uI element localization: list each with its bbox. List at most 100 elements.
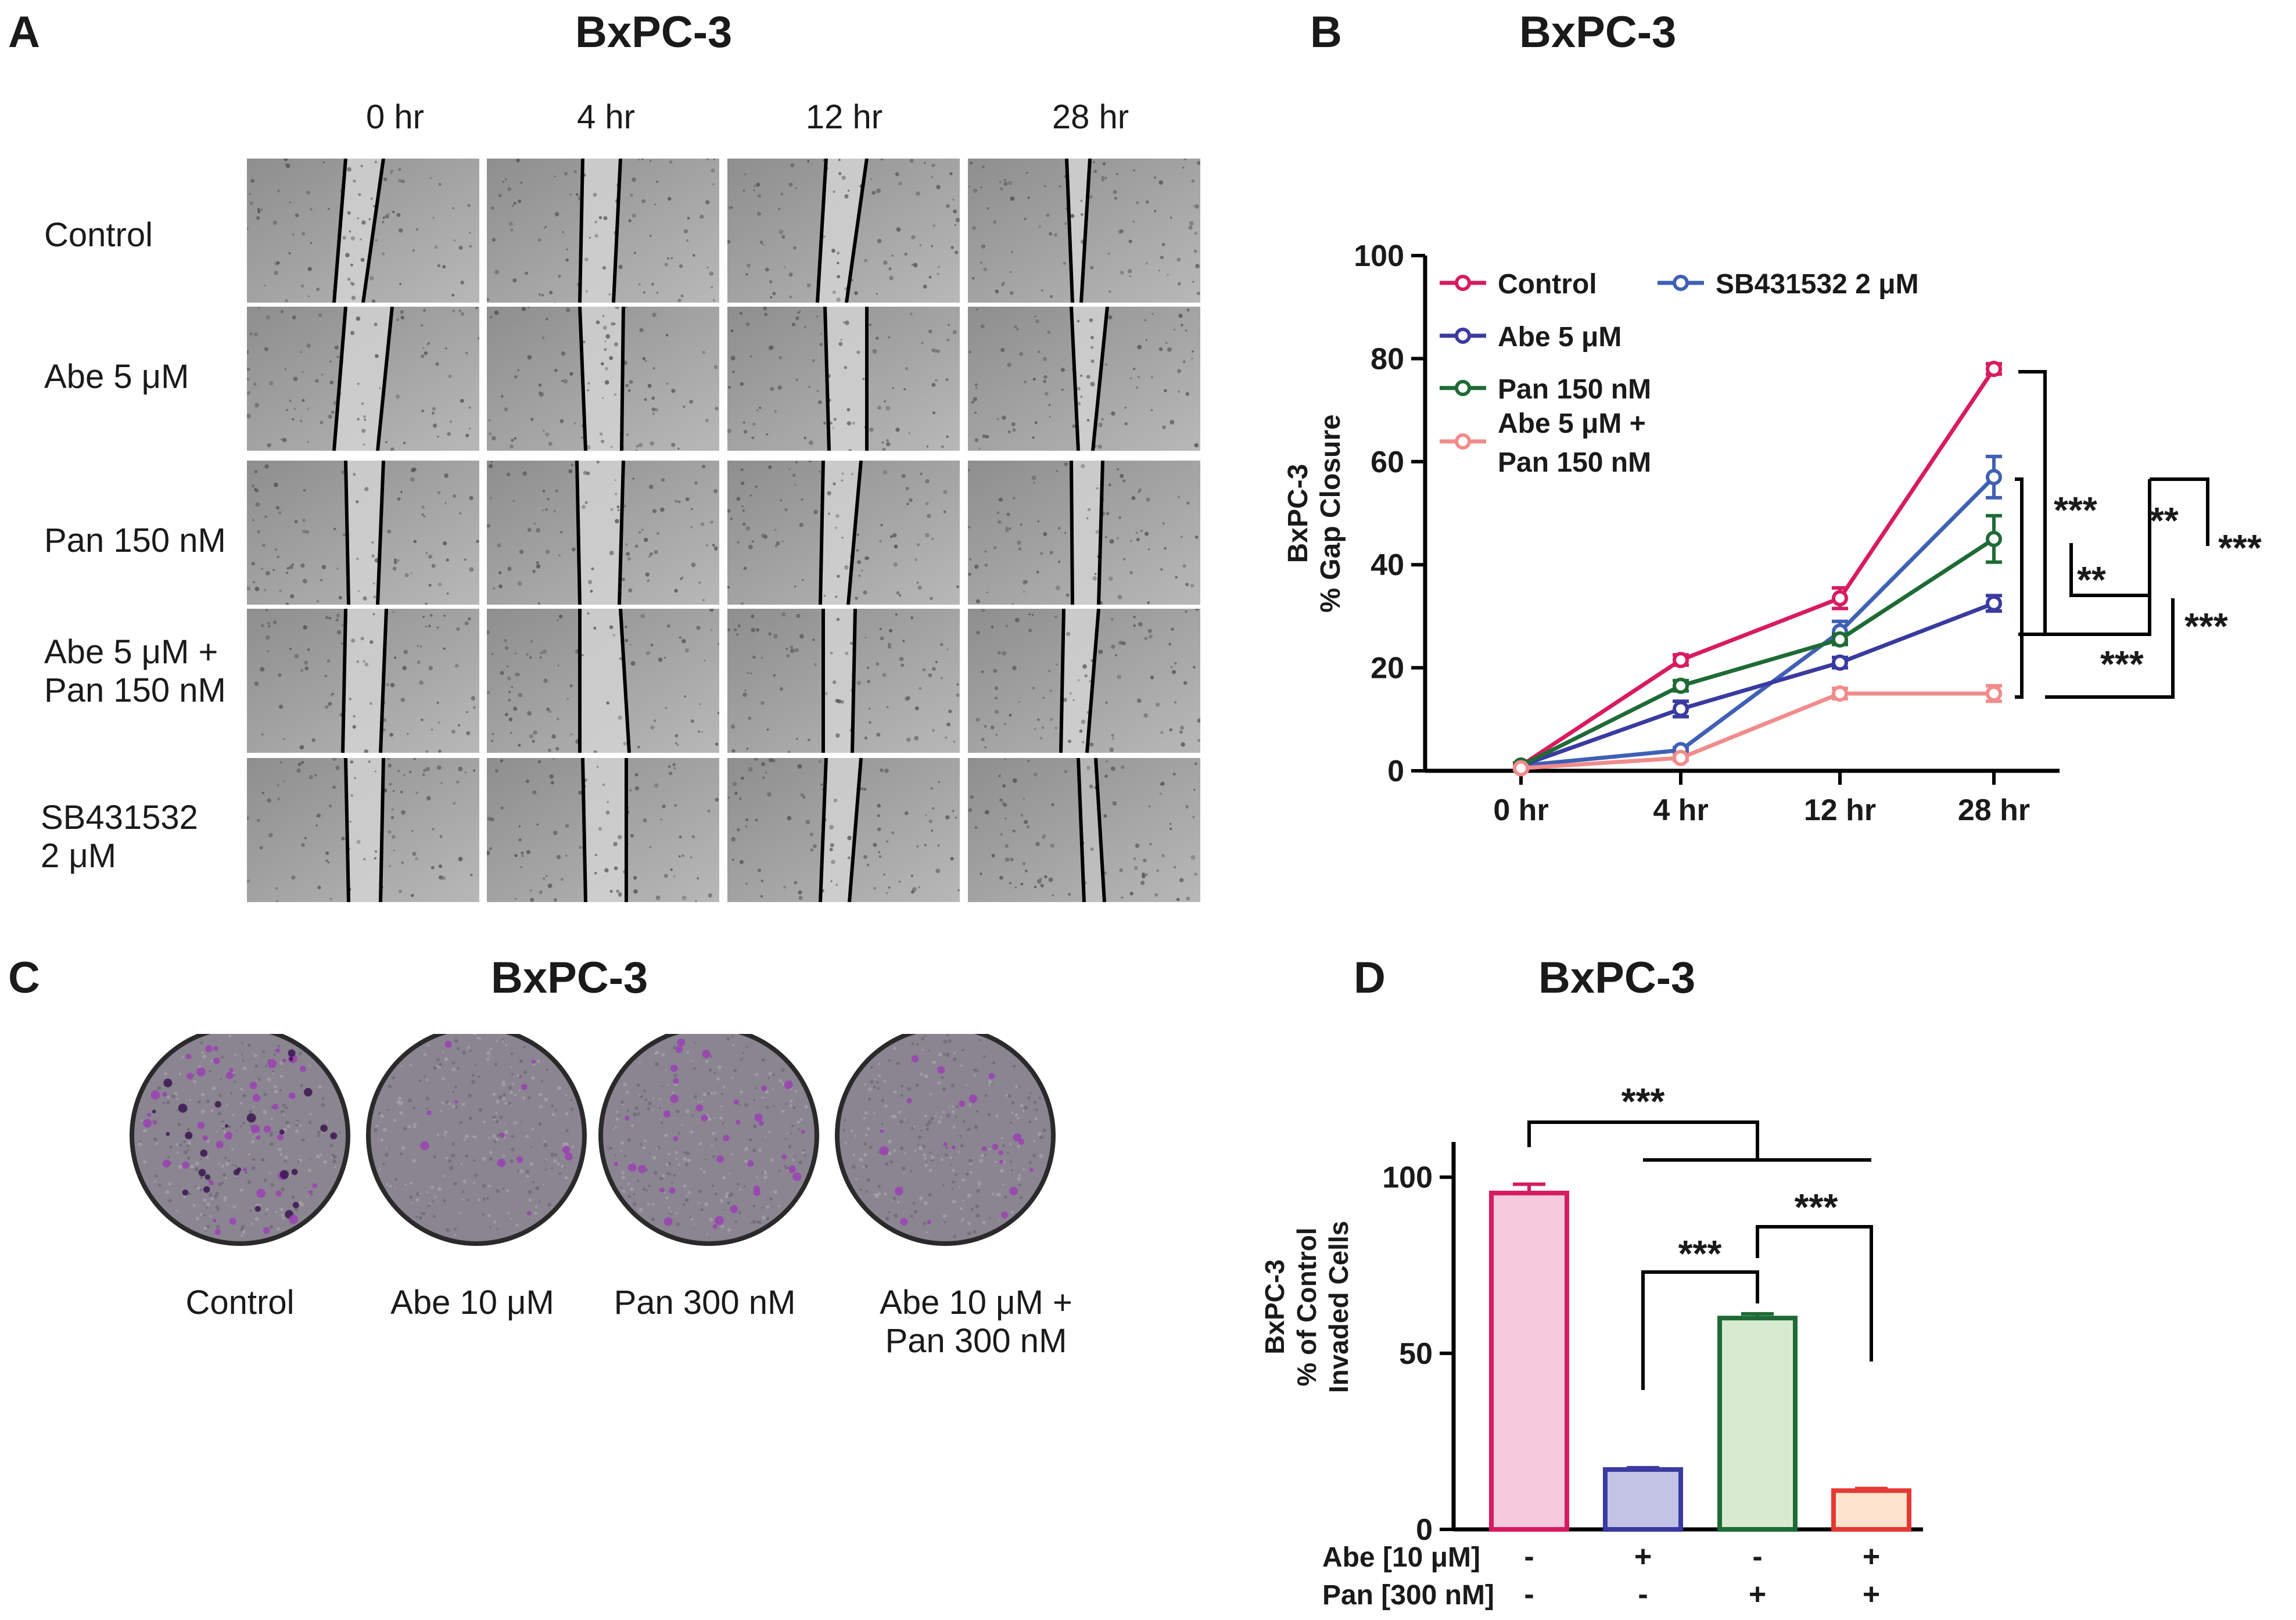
invaded-cell bbox=[663, 1110, 671, 1118]
abe-sign: - bbox=[1752, 1540, 1762, 1574]
abe-sign: - bbox=[1524, 1540, 1534, 1574]
scratch-edge-left bbox=[819, 758, 828, 902]
timepoint-12hr: 12 hr bbox=[805, 98, 883, 136]
significance-marker: *** bbox=[2054, 489, 2097, 531]
data-point bbox=[1986, 595, 2002, 612]
invaded-cell bbox=[733, 1099, 739, 1105]
invaded-cell bbox=[879, 1146, 889, 1156]
invaded-cell bbox=[214, 1101, 221, 1108]
invaded-cell bbox=[279, 1129, 285, 1135]
y-tick-label: 0 bbox=[1387, 755, 1404, 788]
abe-sign: + bbox=[1634, 1540, 1652, 1574]
scratch-edge-left bbox=[823, 307, 831, 451]
data-point bbox=[1673, 701, 1689, 717]
scratch-image-r3-c3 bbox=[727, 461, 960, 605]
scratch-edge-left bbox=[578, 159, 584, 303]
invaded-cell bbox=[715, 1216, 724, 1226]
invaded-cell bbox=[162, 1159, 171, 1168]
invaded-cell bbox=[454, 1100, 458, 1104]
scratch-image-r4-c2 bbox=[487, 609, 719, 753]
invaded-cell bbox=[927, 1220, 931, 1224]
invaded-cell bbox=[254, 1206, 261, 1212]
invaded-cell bbox=[225, 1124, 229, 1128]
invaded-cell bbox=[988, 1073, 995, 1079]
invaded-cell bbox=[702, 1050, 711, 1058]
invaded-cell bbox=[214, 1229, 221, 1235]
scratch-edge-right bbox=[848, 758, 863, 902]
abe-sign: + bbox=[1863, 1540, 1880, 1574]
scratch-edge-left bbox=[816, 159, 828, 303]
invaded-cell bbox=[675, 1046, 683, 1053]
scratch-edge-left bbox=[575, 461, 582, 605]
well-membrane bbox=[840, 1034, 1051, 1241]
y-tick-label: 20 bbox=[1371, 652, 1404, 685]
invaded-cell bbox=[521, 1083, 528, 1090]
x-tick-label: 12 hr bbox=[1804, 793, 1876, 827]
invaded-cell bbox=[761, 1085, 767, 1091]
invaded-cell bbox=[911, 1055, 919, 1063]
y-axis-label-line: BxPC-3 bbox=[1260, 1259, 1290, 1355]
scratch-edge-left bbox=[1070, 461, 1074, 605]
series-line bbox=[1520, 601, 1995, 768]
invaded-cell bbox=[673, 1077, 679, 1084]
significance-marker: *** bbox=[2100, 643, 2144, 685]
invaded-cell bbox=[759, 1120, 764, 1126]
scratch-edge-right bbox=[618, 461, 625, 605]
scratch-edge-right bbox=[376, 461, 385, 605]
scratch-edge-right bbox=[1079, 159, 1092, 303]
y-tick-label: 80 bbox=[1371, 342, 1404, 376]
invaded-cell bbox=[900, 1217, 908, 1226]
panel-c-title: BxPC-3 bbox=[491, 953, 648, 1003]
scratch-edge-left bbox=[344, 461, 350, 605]
invaded-cell bbox=[1001, 1211, 1009, 1219]
legend-label: SB431532 2 μM bbox=[1716, 269, 1919, 300]
invaded-cell bbox=[701, 1114, 708, 1122]
invaded-cell bbox=[205, 1174, 211, 1180]
invaded-cell bbox=[906, 1098, 912, 1104]
y-tick-label: 100 bbox=[1382, 1161, 1433, 1195]
panel-a-letter: A bbox=[8, 8, 40, 57]
pan-sign: + bbox=[1749, 1578, 1766, 1611]
y-axis-label-line1: BxPC-3 bbox=[1283, 464, 1314, 563]
bar bbox=[1489, 1190, 1569, 1532]
invaded-cell bbox=[186, 1072, 193, 1080]
data-point bbox=[1832, 685, 1848, 702]
scratch-edge-right bbox=[379, 758, 385, 902]
invaded-cell bbox=[999, 1159, 1004, 1164]
invaded-cell bbox=[444, 1040, 452, 1048]
invaded-cell bbox=[716, 1155, 724, 1163]
scratch-edge-right bbox=[1085, 609, 1100, 753]
bracket-control-vs-treated bbox=[1527, 1120, 1759, 1160]
invaded-cell bbox=[320, 1124, 328, 1132]
invaded-cell bbox=[663, 1217, 673, 1226]
bar bbox=[1603, 1467, 1683, 1532]
significance-marker: *** bbox=[2184, 605, 2228, 647]
legend-marker bbox=[1455, 275, 1471, 291]
invaded-cell bbox=[673, 1136, 679, 1141]
scratch-image-r3-c2 bbox=[487, 461, 719, 605]
panel-d-letter: D bbox=[1354, 953, 1386, 1003]
scratch-edge-left bbox=[341, 609, 347, 753]
invaded-cell bbox=[1029, 1168, 1034, 1172]
invaded-cell bbox=[272, 1103, 279, 1110]
scratch-image-r1-c1 bbox=[247, 159, 479, 303]
invaded-cell bbox=[937, 1066, 945, 1074]
invaded-cell bbox=[562, 1145, 570, 1154]
invaded-cell bbox=[250, 1125, 260, 1134]
well-label-control: Control bbox=[185, 1284, 295, 1321]
invaded-cell bbox=[500, 1133, 505, 1138]
invaded-cell bbox=[198, 1169, 206, 1177]
scratch-edge-left bbox=[332, 307, 347, 451]
panel-b-title: BxPC-3 bbox=[1519, 8, 1677, 57]
invaded-cell bbox=[275, 1190, 282, 1197]
bar bbox=[1717, 1316, 1798, 1532]
panel-d-title: BxPC-3 bbox=[1538, 953, 1696, 1003]
bar bbox=[1831, 1488, 1911, 1532]
condition-abe-pan: Abe 5 μM + Pan 150 nM bbox=[44, 633, 226, 709]
invaded-cell bbox=[291, 1169, 298, 1175]
invaded-cell bbox=[226, 1072, 234, 1079]
invaded-cell bbox=[670, 1064, 678, 1072]
invaded-cell bbox=[998, 1150, 1003, 1155]
